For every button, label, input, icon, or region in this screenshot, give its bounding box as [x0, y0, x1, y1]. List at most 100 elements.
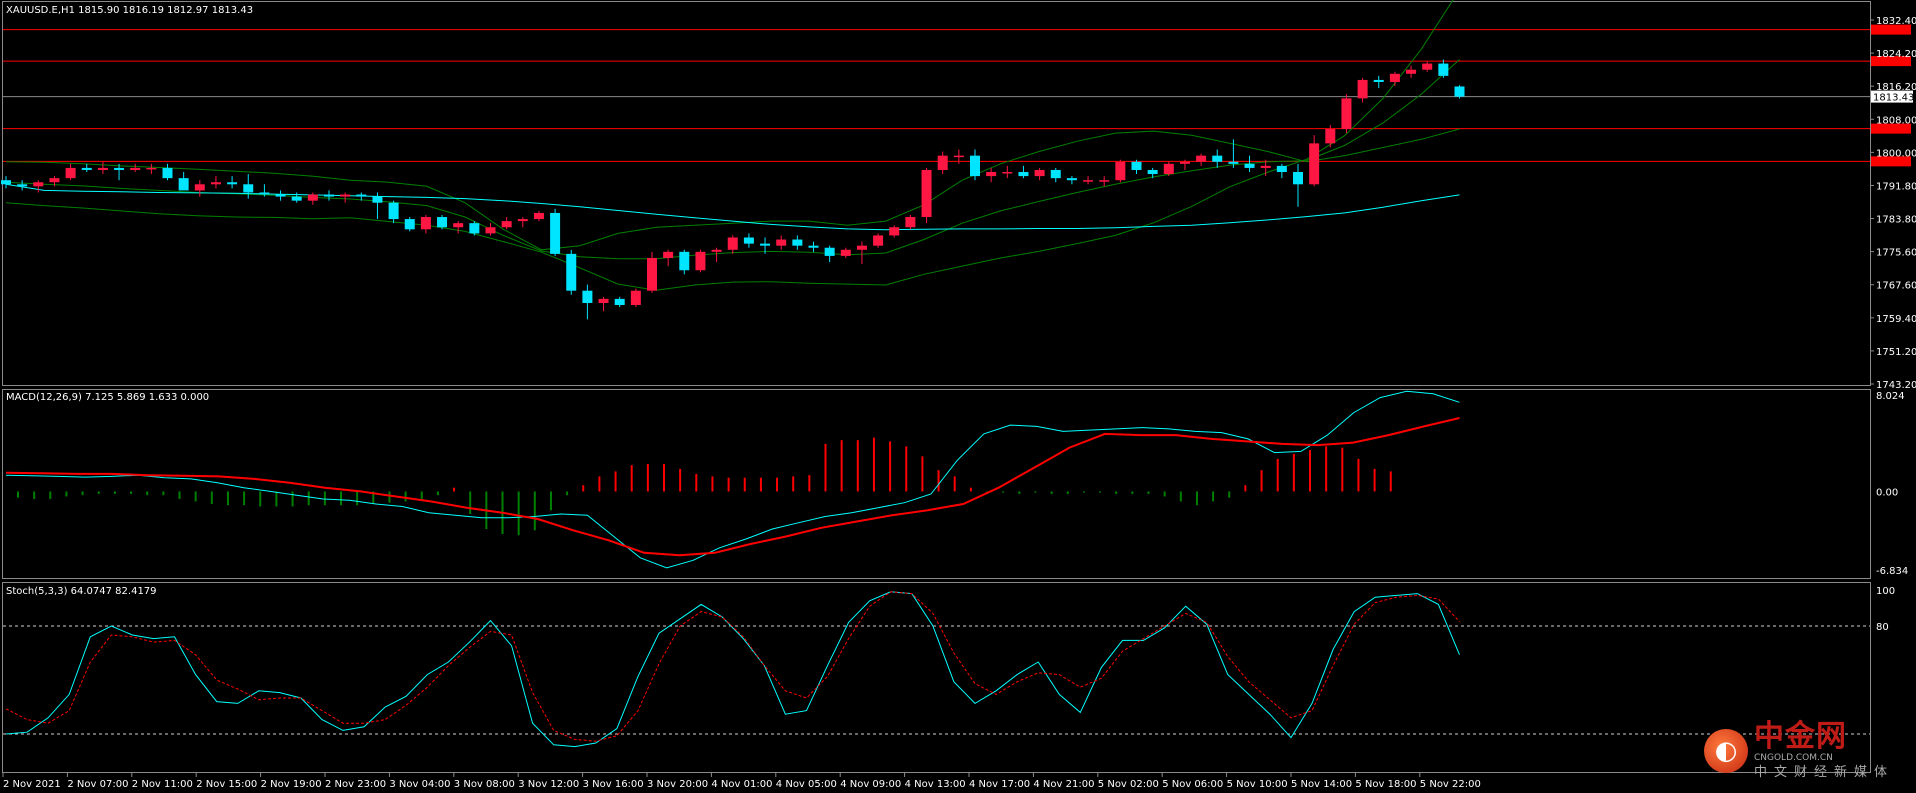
candle [1066, 176, 1077, 185]
candle-body [873, 235, 884, 246]
candle-body [162, 167, 173, 179]
price-axis-label: 1808.00 [1876, 115, 1916, 126]
stoch-axis-label: 100 [1876, 586, 1895, 597]
candle-body [953, 155, 964, 158]
candle-body [33, 182, 44, 187]
candle-body [663, 251, 674, 258]
candle [986, 167, 997, 183]
candle-body [210, 182, 221, 185]
candle [1115, 159, 1126, 183]
stoch-panel[interactable] [3, 591, 1870, 748]
candle [776, 235, 787, 250]
candle-body [194, 184, 205, 191]
candle [1099, 176, 1110, 187]
price-axis-label: 1767.60 [1876, 281, 1916, 292]
axes: 1832.40 1824.20 1816.20 1808.00 1800.00 1791.… [2, 16, 1916, 790]
candle [711, 247, 722, 263]
candle [970, 149, 980, 181]
candle-body [986, 172, 997, 177]
candle [517, 217, 528, 228]
level-price-tag [1871, 24, 1911, 35]
stoch-axis-label: 80 [1876, 622, 1889, 633]
candle-body [501, 221, 512, 228]
macd-panel[interactable] [5, 390, 1460, 569]
candle-body [307, 194, 318, 201]
candle [130, 163, 141, 173]
candle-body [1406, 69, 1417, 74]
candle-body [1212, 155, 1223, 162]
candle-body [97, 167, 108, 170]
candle [388, 200, 399, 224]
candle-body [1438, 63, 1449, 76]
candle-body [259, 192, 270, 195]
stoch-main-line [5, 591, 1460, 748]
candle-body [178, 178, 189, 191]
candle-body [856, 245, 867, 250]
time-axis-label: 5 Nov 02:00 [1098, 779, 1159, 790]
candle-body [1373, 79, 1384, 82]
candle [921, 167, 932, 224]
candle [840, 247, 851, 258]
price-axis-label: 1743.20 [1876, 380, 1916, 391]
candle [1196, 153, 1207, 166]
price-axis-label: 1824.20 [1876, 49, 1916, 60]
time-axis-label: 3 Nov 04:00 [389, 779, 450, 790]
candle [210, 176, 221, 189]
watermark: ◐ 中金网 CNGOLD.COM.CN 中文财经新媒体 [1703, 722, 1894, 780]
candle-body [889, 227, 900, 236]
candle [17, 180, 28, 191]
watermark-tagline: 中文财经新媒体 [1753, 765, 1894, 780]
candle-body [340, 194, 351, 197]
candle-body [1131, 161, 1142, 170]
candle-body [614, 298, 625, 306]
candle-body [1163, 163, 1174, 175]
candle-body [566, 253, 577, 291]
time-axis-label: 2 Nov 07:00 [67, 779, 128, 790]
time-axis-label: 5 Nov 14:00 [1291, 779, 1352, 790]
time-axis-label: 4 Nov 05:00 [776, 779, 837, 790]
candle-body [1018, 172, 1029, 177]
candle-body [517, 219, 528, 222]
price-axis-label: 1832.40 [1876, 16, 1916, 27]
candle-body [1002, 172, 1013, 174]
candle [566, 249, 577, 295]
candle [679, 249, 690, 275]
time-axis-label: 5 Nov 10:00 [1227, 779, 1288, 790]
candle [1454, 85, 1465, 99]
candle-body [727, 237, 738, 250]
main-panel-frame [2, 1, 1871, 386]
bollinger-lower-line [5, 0, 1454, 291]
time-axis-label: 2 Nov 23:00 [325, 779, 386, 790]
candle [178, 172, 189, 191]
candle-body [65, 167, 76, 179]
time-axis-label: 4 Nov 09:00 [840, 779, 901, 790]
macd-panel-frame [2, 389, 1871, 579]
candle [437, 214, 448, 230]
price-axis-label: 1775.60 [1876, 248, 1916, 259]
price-axis-label: 1783.80 [1876, 215, 1916, 226]
time-axis-label: 4 Nov 01:00 [711, 779, 772, 790]
level-price-tag [1871, 156, 1911, 167]
macd-axis-label: 8.024 [1876, 391, 1905, 402]
candle [1034, 167, 1045, 181]
candle [824, 245, 835, 263]
candle-body [227, 182, 238, 185]
candle [1244, 155, 1255, 173]
candle [469, 221, 480, 236]
candle-body [437, 217, 448, 228]
candle [533, 210, 544, 222]
candle [1018, 165, 1029, 179]
candle-body [372, 196, 383, 203]
candle [1422, 61, 1433, 72]
candle [760, 237, 771, 254]
candle-body [1034, 169, 1045, 177]
price-panel[interactable] [1, 0, 1870, 320]
candle-body [1325, 129, 1336, 144]
candle [259, 184, 270, 197]
candle-body [275, 194, 286, 197]
candle [1389, 71, 1400, 87]
candle [647, 251, 657, 293]
time-axis-label: 3 Nov 12:00 [518, 779, 579, 790]
candle-body [291, 196, 302, 201]
